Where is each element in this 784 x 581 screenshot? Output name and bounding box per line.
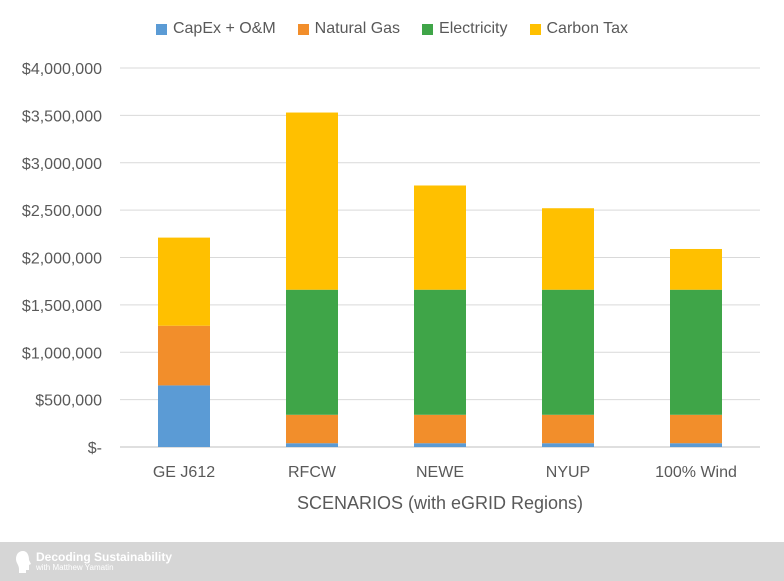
bar-segment-capex-o-m <box>542 443 594 447</box>
bar-segment-capex-o-m <box>414 443 466 447</box>
legend-item-natural-gas: Natural Gas <box>297 20 401 38</box>
legend-swatch-carbon-tax <box>529 23 541 35</box>
bar-segment-natural-gas <box>286 414 338 444</box>
y-tick-label: $2,500,000 <box>22 203 102 220</box>
legend-swatch-capex <box>155 23 167 35</box>
bar-segment-carbon-tax <box>414 185 466 290</box>
footer-banner: Decoding Sustainability with Matthew Yam… <box>0 542 784 581</box>
bar-segment-capex-o-m <box>670 443 722 447</box>
legend-label-natural-gas: Natural Gas <box>314 20 401 37</box>
legend-swatch-natural-gas <box>297 23 309 35</box>
legend: CapEx + O&M Natural Gas Electricity Carb… <box>0 17 784 41</box>
stacked-bar-chart: $- $500,000 $1,000,000 $1,500,000 $2,000,000… <box>22 61 760 513</box>
x-axis-title: SCENARIOS (with eGRID Regions) <box>297 493 583 513</box>
bar-segment-electricity <box>414 289 466 415</box>
bar-segment-carbon-tax <box>158 237 210 326</box>
legend-label-capex: CapEx + O&M <box>172 20 276 37</box>
y-tick-label: $- <box>88 440 102 457</box>
x-tick-label: NYUP <box>546 464 590 481</box>
bar-segment-carbon-tax <box>542 208 594 290</box>
bar-segment-carbon-tax <box>286 112 338 290</box>
legend-item-electricity: Electricity <box>422 20 508 38</box>
bar-segment-natural-gas <box>542 414 594 444</box>
x-tick-label: GE J612 <box>153 464 215 481</box>
y-tick-label: $2,000,000 <box>22 251 102 268</box>
bar-segment-electricity <box>670 289 722 415</box>
y-tick-label: $3,500,000 <box>22 108 102 125</box>
bar-segment-electricity <box>286 289 338 415</box>
x-tick-label: RFCW <box>288 464 337 481</box>
bar-segment-carbon-tax <box>670 248 722 290</box>
bar-segment-capex-o-m <box>158 385 210 447</box>
x-tick-label: NEWE <box>416 464 464 481</box>
bar-segment-natural-gas <box>670 414 722 444</box>
y-tick-label: $4,000,000 <box>22 61 102 78</box>
y-tick-label: $500,000 <box>35 393 102 410</box>
footer-title: Decoding Sustainability <box>36 550 173 564</box>
y-tick-label: $1,000,000 <box>22 345 102 362</box>
x-tick-label: 100% Wind <box>655 464 737 481</box>
leaf-head-logo-icon <box>16 550 31 573</box>
bar-segment-natural-gas <box>414 414 466 444</box>
legend-item-carbon-tax: Carbon Tax <box>529 20 629 38</box>
footer-subtitle: with Matthew Yamatin <box>36 562 114 572</box>
legend-swatch-electricity <box>422 23 434 35</box>
y-tick-label: $3,000,000 <box>22 156 102 173</box>
bar-segment-electricity <box>542 289 594 415</box>
legend-label-carbon-tax: Carbon Tax <box>546 20 629 37</box>
legend-label-electricity: Electricity <box>439 20 508 37</box>
bar-segment-capex-o-m <box>286 443 338 447</box>
y-tick-label: $1,500,000 <box>22 298 102 315</box>
legend-item-capex: CapEx + O&M <box>155 20 276 38</box>
bar-segment-natural-gas <box>158 325 210 386</box>
